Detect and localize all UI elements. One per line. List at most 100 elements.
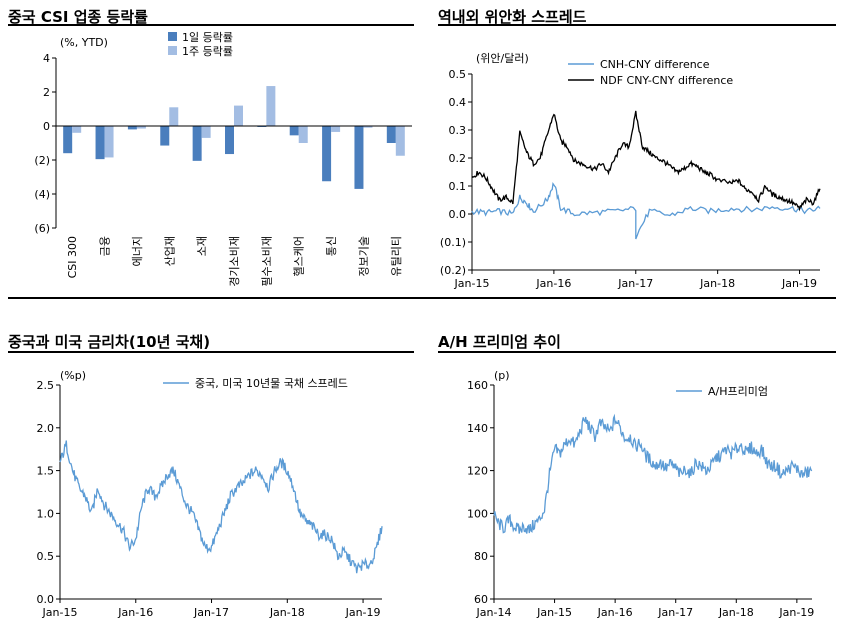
y-tick-label: (0.2) <box>440 264 466 277</box>
bar <box>104 126 114 158</box>
category-label: 헬스케어 <box>293 236 306 276</box>
bar <box>192 126 202 161</box>
legend-label: 중국, 미국 10년물 국채 스프레드 <box>195 377 348 390</box>
x-tick-label: Jan-19 <box>781 277 817 290</box>
unit-label: (%, YTD) <box>60 36 108 49</box>
x-tick-label: Jan-16 <box>117 606 153 619</box>
legend-swatch <box>168 32 177 41</box>
category-label: 금융 <box>99 236 112 256</box>
category-label: 유틸리티 <box>390 236 403 276</box>
x-tick-label: Jan-18 <box>718 606 754 619</box>
series-line <box>59 440 383 574</box>
y-tick-label: 0.5 <box>449 68 467 81</box>
legend-label: 1주 등락률 <box>182 45 233 58</box>
bar <box>395 126 405 156</box>
y-tick-label: 140 <box>467 422 488 435</box>
y-tick-label: (4) <box>34 188 50 201</box>
bond-title-rule <box>8 351 414 353</box>
y-tick-label: (6) <box>34 222 50 235</box>
x-tick-label: Jan-15 <box>42 606 78 619</box>
y-tick-label: 0.4 <box>449 96 467 109</box>
y-tick-label: 80 <box>474 550 488 563</box>
bar <box>331 126 341 132</box>
y-tick-label: 0.0 <box>37 593 55 606</box>
bar <box>363 126 373 128</box>
bar <box>136 126 146 129</box>
y-tick-label: 2 <box>43 86 50 99</box>
ah-chart-title: A/H 프리미엄 추이 <box>438 333 561 351</box>
legend-label: A/H프리미엄 <box>708 385 768 398</box>
category-label: CSI 300 <box>66 236 79 278</box>
category-label: 정보기술 <box>357 236 370 276</box>
y-tick-label: 0.0 <box>449 208 467 221</box>
unit-label: (p) <box>494 369 510 382</box>
csi-title-rule <box>8 24 414 26</box>
bar <box>298 126 308 143</box>
x-tick-label: Jan-19 <box>778 606 814 619</box>
unit-label: (위안/달러) <box>476 52 529 65</box>
x-tick-label: Jan-17 <box>193 606 229 619</box>
category-label: 소재 <box>196 236 209 256</box>
x-tick-label: Jan-19 <box>345 606 381 619</box>
cny-title-rule <box>438 24 836 26</box>
bar <box>225 126 234 155</box>
cny-spread-line-chart: (위안/달러)0.50.40.30.20.10.0(0.1)(0.2)Jan-1… <box>440 52 821 290</box>
legend-label: CNH-CNY difference <box>600 58 710 71</box>
y-tick-label: 0 <box>43 120 50 133</box>
y-tick-label: 160 <box>467 379 488 392</box>
bar <box>354 126 364 189</box>
bar <box>322 126 332 182</box>
bar <box>72 126 82 133</box>
x-tick-label: Jan-18 <box>699 277 735 290</box>
category-label: 필수소비재 <box>260 236 273 287</box>
y-tick-label: 1.5 <box>37 465 55 478</box>
x-tick-label: Jan-16 <box>535 277 571 290</box>
cny-chart-title: 역내외 위안화 스프레드 <box>438 8 587 26</box>
category-label: 에너지 <box>131 236 144 266</box>
bar <box>63 126 73 154</box>
bar <box>201 126 211 138</box>
bar <box>386 126 396 143</box>
y-tick-label: 1.0 <box>37 507 55 520</box>
series-line <box>471 110 821 212</box>
series-line <box>471 181 821 240</box>
bar <box>234 105 243 126</box>
ah-title-rule <box>438 351 836 353</box>
y-tick-label: 2.0 <box>37 422 55 435</box>
legend-label: 1일 등락률 <box>182 30 233 44</box>
unit-label: (%p) <box>60 369 86 382</box>
x-tick-label: Jan-15 <box>454 277 490 290</box>
y-tick-label: 0.1 <box>449 180 467 193</box>
y-tick-label: 60 <box>474 593 488 606</box>
bar <box>266 86 276 126</box>
bar <box>160 126 170 146</box>
y-tick-label: 0.2 <box>449 152 467 165</box>
bond-chart-title: 중국과 미국 금리차(10년 국채) <box>8 333 211 351</box>
x-tick-label: Jan-16 <box>597 606 633 619</box>
x-tick-label: Jan-17 <box>617 277 653 290</box>
csi-sector-bar-chart: (%, YTD) 4 2 0 (2) (4) (6) CSI 300 금융 에너지 산업재 소재 경기소… <box>34 30 412 287</box>
y-tick-label: 2.5 <box>37 379 55 392</box>
bar <box>127 126 137 130</box>
x-tick-label: Jan-15 <box>536 606 572 619</box>
x-tick-label: Jan-17 <box>657 606 693 619</box>
y-tick-label: 0.3 <box>449 124 467 137</box>
y-tick-label: 120 <box>467 465 488 478</box>
y-tick-label: (2) <box>34 154 50 167</box>
y-tick-label: (0.1) <box>440 236 466 249</box>
y-tick-label: 4 <box>43 52 50 65</box>
bar <box>169 107 179 126</box>
y-tick-label: 0.5 <box>37 550 55 563</box>
bar <box>95 126 105 160</box>
y-tick-label: 100 <box>467 507 488 520</box>
category-label: 산업재 <box>163 236 176 266</box>
bar <box>289 126 299 136</box>
category-label: 통신 <box>325 236 338 256</box>
middle-rule <box>8 297 836 299</box>
x-tick-label: Jan-18 <box>269 606 305 619</box>
category-label: 경기소비재 <box>228 236 241 287</box>
series-line <box>493 413 813 534</box>
x-tick-label: Jan-14 <box>476 606 512 619</box>
